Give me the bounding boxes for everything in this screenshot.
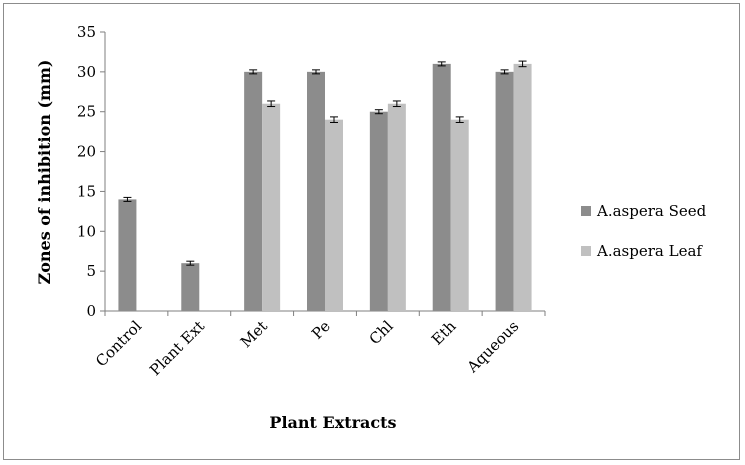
bar-seed [495,71,514,311]
bar-seed [181,263,200,311]
legend-swatch [581,246,591,256]
x-tick-label: Eth [428,317,460,349]
y-tick-label: 30 [77,63,96,81]
bar-leaf [450,119,469,311]
bars [118,60,532,312]
y-tick-label: 15 [77,182,96,200]
x-axis-title: Plant Extracts [269,413,396,432]
y-tick-label: 25 [77,103,96,121]
bar-leaf [387,103,406,311]
bar-leaf [262,103,281,311]
x-tick-label: Control [92,317,145,370]
y-axis-title: Zones of inhibition (mm) [35,60,54,285]
legend-label: A.aspera Seed [596,202,707,220]
bar-seed [432,63,451,312]
x-tick-label: Met [237,317,271,351]
bar-seed [307,71,325,311]
bar-leaf [325,119,343,311]
bar-seed [244,71,263,311]
legend-label: A.aspera Leaf [596,242,703,260]
legend-swatch [581,206,591,216]
x-tick-label: Plant Ext [146,317,208,379]
y-tick-label: 5 [86,262,96,280]
legend: A.aspera Seed A.aspera Leaf [581,202,707,260]
bar-leaf [513,63,532,312]
y-tick-label: 35 [77,23,96,41]
x-tick-label: Chl [366,317,397,348]
bar-seed [118,199,137,311]
y-tick-label: 0 [86,302,96,320]
y-tick-label: 20 [77,143,96,161]
y-tick-label: 10 [77,222,96,240]
x-tick-label: Aqueous [463,317,523,377]
labels: Zones of inhibition (mm) Plant Extracts [35,60,397,432]
bar-seed [369,111,388,311]
x-tick-label: Pe [308,317,334,343]
